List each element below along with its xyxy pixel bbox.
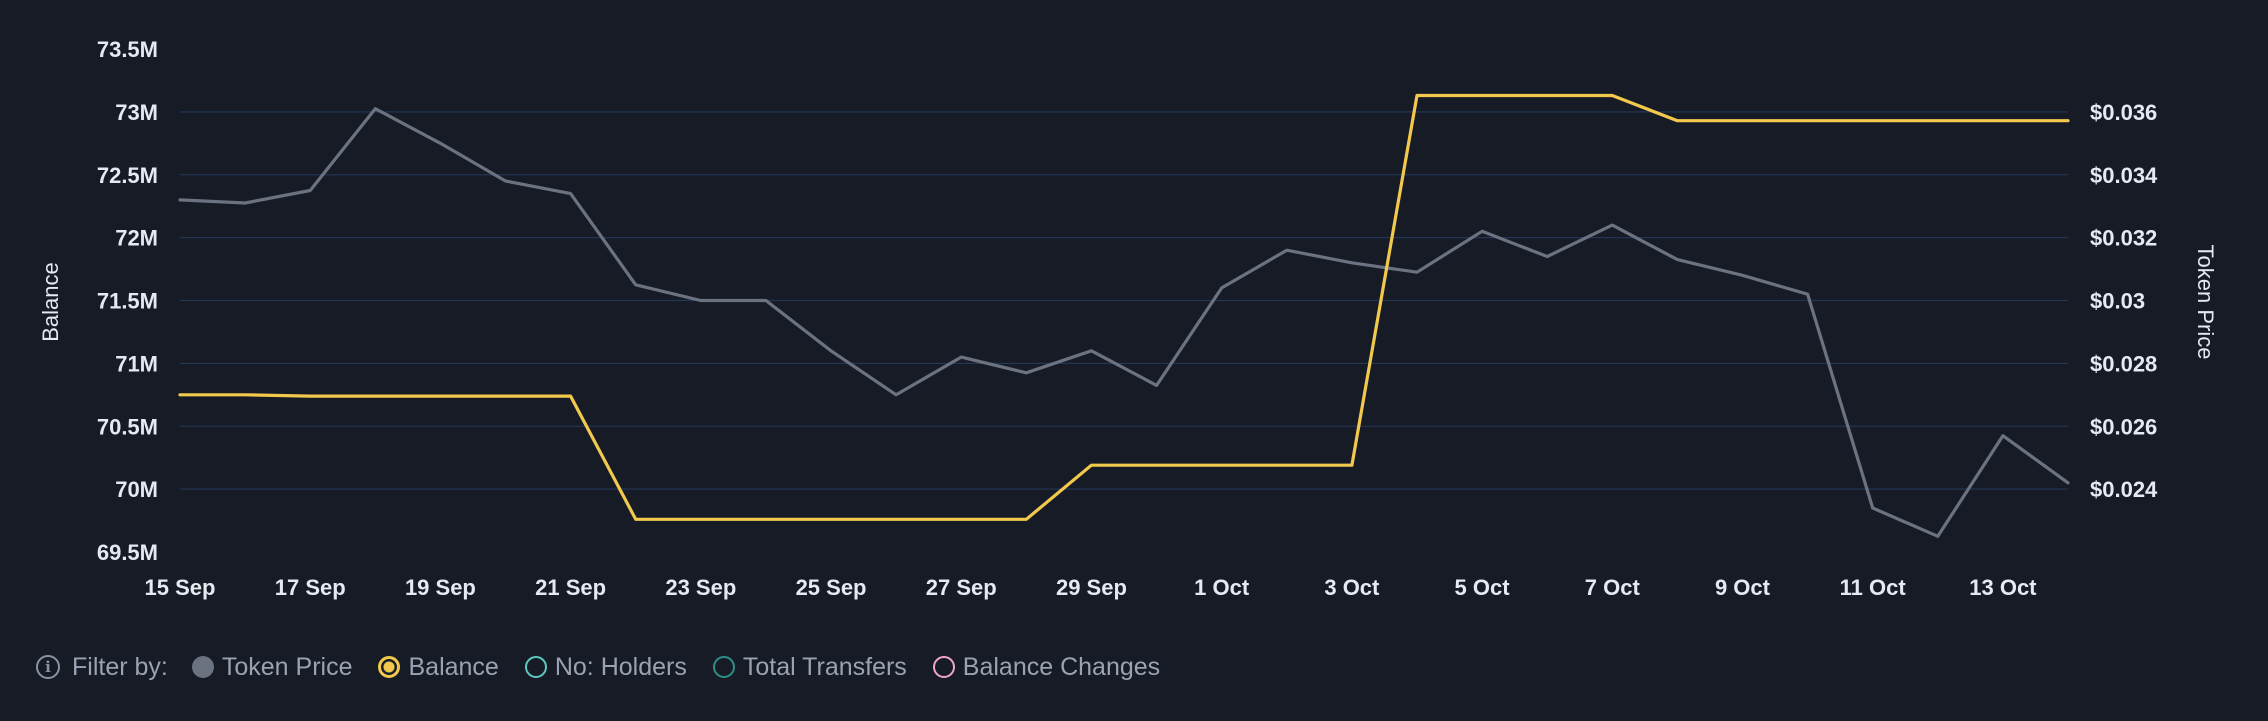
series-lines — [178, 93, 2070, 538]
left-axis-tick-label: 69.5M — [97, 540, 158, 565]
grid-lines — [180, 111, 2068, 490]
right-axis-tick-label: $0.03 — [2090, 289, 2145, 314]
left-axis-tick-label: 70M — [115, 477, 158, 502]
legend-item-token-price[interactable]: Token Price — [191, 652, 353, 682]
left-axis-tick-label: 72M — [115, 226, 158, 251]
x-axis-tick-label: 25 Sep — [796, 575, 867, 600]
legend-item-label: Token Price — [221, 652, 353, 681]
x-axis-tick-label: 27 Sep — [926, 575, 997, 600]
left-axis-tick-label: 71M — [115, 351, 158, 376]
legend-items: Token Price Balance No: Holders Total Trans… — [191, 652, 1186, 682]
right-axis-ticks: $0.036 $0.034 $0.032 $0.03 $0.028 $0.026 $0.02… — [2090, 100, 2158, 502]
filter-label: Filter by: — [72, 652, 168, 681]
hollow-circle-icon — [712, 656, 735, 678]
left-axis-tick-label: 73M — [115, 100, 158, 125]
right-axis-tick-label: $0.034 — [2090, 163, 2158, 188]
left-axis-tick-label: 72.5M — [97, 163, 158, 188]
x-axis-tick-label: 11 Oct — [1840, 575, 1907, 600]
right-axis-tick-label: $0.036 — [2090, 100, 2157, 125]
legend-item-no-holders[interactable]: No: Holders — [524, 652, 687, 682]
left-axis-tick-label: 70.5M — [97, 414, 158, 439]
left-axis-ticks: 73.5M 73M 72.5M 72M 71.5M 71M 70.5M 70M 69.5M — [97, 37, 158, 565]
right-axis-tick-label: $0.026 — [2090, 414, 2157, 439]
x-axis-tick-label: 7 Oct — [1585, 575, 1641, 600]
x-axis-ticks: 15 Sep 17 Sep 19 Sep 21 Sep 23 Sep 25 Sep 27 S… — [145, 575, 2038, 600]
x-axis-tick-label: 17 Sep — [275, 575, 346, 600]
legend-item-label: Balance Changes — [962, 652, 1161, 681]
legend-item-balance-changes[interactable]: Balance Changes — [932, 652, 1161, 682]
x-axis-tick-label: 21 Sep — [535, 575, 606, 600]
x-axis-tick-label: 19 Sep — [405, 575, 476, 600]
balance-series-line — [178, 93, 2070, 521]
hollow-circle-icon — [524, 656, 547, 678]
x-axis-tick-label: 23 Sep — [665, 575, 736, 600]
right-axis-tick-label: $0.032 — [2090, 226, 2157, 251]
left-axis-title: Balance — [38, 262, 63, 342]
target-circle-icon — [378, 656, 401, 678]
legend-item-balance[interactable]: Balance — [378, 652, 499, 682]
x-axis-tick-label: 29 Sep — [1056, 575, 1127, 600]
legend: i Filter by: Token Price Balance No: Holde… — [36, 649, 1186, 685]
left-axis-tick-label: 71.5M — [97, 289, 158, 314]
x-axis-tick-label: 5 Oct — [1455, 575, 1511, 600]
x-axis-tick-label: 3 Oct — [1324, 575, 1380, 600]
filled-circle-icon — [191, 656, 214, 678]
x-axis-tick-label: 9 Oct — [1715, 575, 1771, 600]
right-axis-title: Token Price — [2193, 245, 2218, 360]
hollow-circle-icon — [932, 656, 955, 678]
x-axis-tick-label: 1 Oct — [1194, 575, 1250, 600]
left-axis-tick-label: 73.5M — [97, 37, 158, 62]
legend-item-label: No: Holders — [554, 652, 687, 681]
x-axis-tick-label: 15 Sep — [145, 575, 216, 600]
right-axis-tick-label: $0.028 — [2090, 351, 2157, 376]
legend-item-total-transfers[interactable]: Total Transfers — [712, 652, 907, 682]
right-axis-tick-label: $0.024 — [2090, 477, 2158, 502]
info-icon: i — [36, 655, 60, 679]
filter-label-group: i Filter by: — [36, 653, 168, 682]
x-axis-tick-label: 13 Oct — [1969, 575, 2037, 600]
token-price-series-line — [178, 107, 2070, 538]
legend-item-label: Balance — [408, 652, 499, 681]
legend-item-label: Total Transfers — [742, 652, 907, 681]
